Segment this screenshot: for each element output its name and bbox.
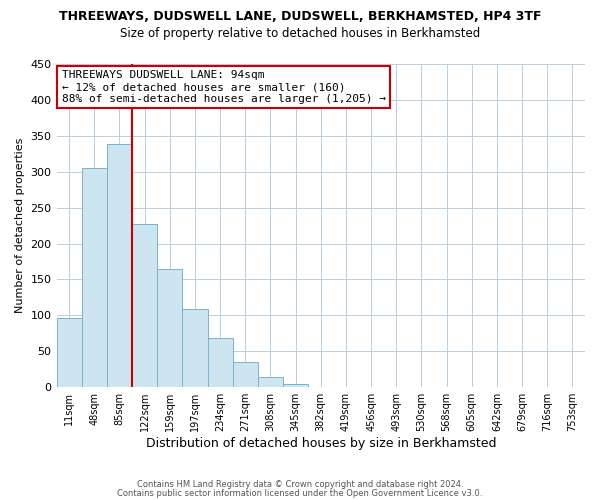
Text: Contains HM Land Registry data © Crown copyright and database right 2024.: Contains HM Land Registry data © Crown c… <box>137 480 463 489</box>
Bar <box>182 309 208 387</box>
Text: Contains public sector information licensed under the Open Government Licence v3: Contains public sector information licen… <box>118 488 482 498</box>
Text: Size of property relative to detached houses in Berkhamsted: Size of property relative to detached ho… <box>120 28 480 40</box>
Text: THREEWAYS DUDSWELL LANE: 94sqm
← 12% of detached houses are smaller (160)
88% of: THREEWAYS DUDSWELL LANE: 94sqm ← 12% of … <box>62 70 386 104</box>
Bar <box>107 144 132 387</box>
Bar <box>157 270 182 387</box>
Y-axis label: Number of detached properties: Number of detached properties <box>15 138 25 314</box>
Bar <box>82 168 107 387</box>
Bar <box>258 377 283 387</box>
Bar <box>208 338 233 387</box>
Bar <box>132 224 157 387</box>
Text: THREEWAYS, DUDSWELL LANE, DUDSWELL, BERKHAMSTED, HP4 3TF: THREEWAYS, DUDSWELL LANE, DUDSWELL, BERK… <box>59 10 541 23</box>
Bar <box>283 384 308 387</box>
Bar <box>233 362 258 387</box>
Bar <box>56 318 82 387</box>
X-axis label: Distribution of detached houses by size in Berkhamsted: Distribution of detached houses by size … <box>146 437 496 450</box>
